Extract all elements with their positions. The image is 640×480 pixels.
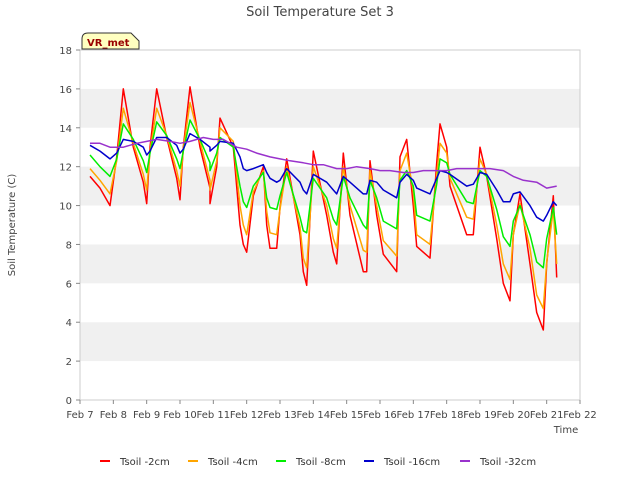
- legend-label: Tsoil -4cm: [207, 457, 258, 468]
- x-tick-label: Feb 21: [530, 410, 564, 421]
- y-tick-label: 0: [66, 396, 72, 407]
- y-tick-label: 12: [59, 163, 72, 174]
- series-line-tsoil-2cm: [89, 86, 558, 331]
- series-line-tsoil-32cm: [90, 136, 557, 189]
- x-tick-label: Feb 18: [430, 410, 464, 421]
- plot-area: [79, 49, 581, 401]
- y-tick-label: 6: [66, 279, 72, 290]
- y-tick-label: 4: [66, 318, 72, 329]
- x-tick-label: Feb 12: [230, 410, 264, 421]
- x-axis-ticks: Feb 7 Feb 8 Feb 9 Feb 10 Feb 11 Feb 12 Feb 13 F…: [66, 400, 597, 421]
- grid-band: [80, 244, 580, 284]
- annotation-label: VR_met: [87, 38, 130, 49]
- y-tick-label: 2: [66, 357, 72, 368]
- y-tick-label: 14: [59, 124, 72, 135]
- x-tick-label: Feb 8: [100, 410, 127, 421]
- y-tick-label: 8: [66, 240, 72, 251]
- annotation-box: [81, 32, 140, 50]
- x-tick-label: Feb 16: [363, 410, 397, 421]
- legend: Tsoil -2cm Tsoil -4cm Tsoil -8cm Tsoil -16c…: [100, 457, 536, 468]
- x-tick-label: Feb 20: [497, 410, 531, 421]
- legend-label: Tsoil -2cm: [119, 457, 170, 468]
- x-tick-label: Feb 17: [397, 410, 431, 421]
- grid-band: [80, 322, 580, 362]
- x-axis-label: Time: [553, 425, 578, 436]
- x-tick-label: Feb 11: [197, 410, 231, 421]
- legend-label: Tsoil -8cm: [295, 457, 346, 468]
- legend-label: Tsoil -32cm: [479, 457, 536, 468]
- y-tick-label: 18: [59, 46, 72, 57]
- x-tick-label: Feb 14: [297, 410, 331, 421]
- vr-met-annotation: VR_met: [81, 32, 140, 50]
- x-tick-label: Feb 10: [163, 410, 197, 421]
- x-tick-label: Feb 19: [463, 410, 497, 421]
- x-tick-label: Feb 22: [563, 410, 597, 421]
- x-tick-label: Feb 13: [263, 410, 297, 421]
- x-tick-label: Feb 15: [330, 410, 364, 421]
- y-tick-label: 16: [59, 85, 72, 96]
- y-axis-ticks: 0 2 4 6 8 10 12 14 16 18: [59, 46, 80, 407]
- series-line-tsoil-4cm: [89, 101, 558, 310]
- legend-label: Tsoil -16cm: [383, 457, 440, 468]
- x-tick-label: Feb 9: [133, 410, 160, 421]
- y-tick-label: 10: [59, 202, 72, 213]
- series-lines: [89, 86, 558, 331]
- series-line-tsoil-16cm: [89, 132, 558, 222]
- chart-title: Soil Temperature Set 3: [246, 5, 394, 20]
- x-tick-label: Feb 7: [66, 410, 93, 421]
- y-axis-label: Soil Temperature (C): [7, 174, 18, 277]
